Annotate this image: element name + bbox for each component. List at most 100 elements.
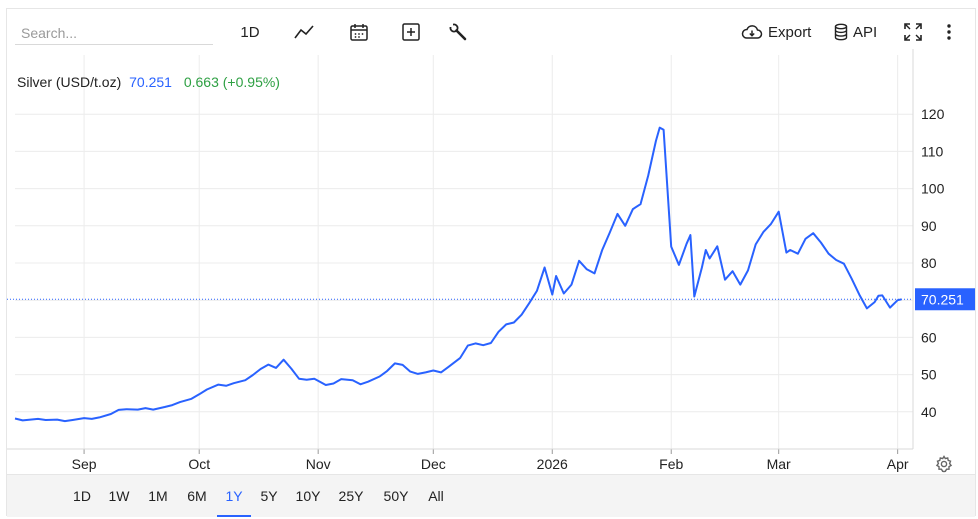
data-point[interactable] bbox=[699, 265, 704, 270]
data-point[interactable] bbox=[43, 418, 48, 423]
data-point[interactable] bbox=[511, 320, 516, 325]
data-point[interactable] bbox=[135, 407, 140, 412]
data-point[interactable] bbox=[600, 248, 605, 253]
data-point[interactable] bbox=[458, 355, 463, 360]
data-point[interactable] bbox=[143, 406, 148, 411]
api-button[interactable]: API bbox=[834, 19, 877, 45]
data-point[interactable] bbox=[197, 392, 202, 397]
data-point[interactable] bbox=[776, 209, 781, 214]
data-point[interactable] bbox=[473, 341, 478, 346]
series-line-silver[interactable] bbox=[14, 126, 902, 423]
data-point[interactable] bbox=[400, 362, 405, 367]
data-point[interactable] bbox=[592, 271, 597, 276]
data-point[interactable] bbox=[795, 251, 800, 256]
price-chart[interactable]: 405060708090100110120SepOctNovDec2026Feb… bbox=[7, 49, 975, 474]
data-point[interactable] bbox=[761, 230, 766, 235]
range-option-all[interactable]: All bbox=[428, 488, 444, 504]
data-point[interactable] bbox=[692, 294, 697, 299]
data-point[interactable] bbox=[108, 412, 113, 417]
data-point[interactable] bbox=[350, 378, 355, 383]
more-menu-button[interactable] bbox=[939, 19, 959, 45]
chart-type-button[interactable] bbox=[290, 19, 318, 45]
data-point[interactable] bbox=[723, 277, 728, 282]
range-option-1w[interactable]: 1W bbox=[108, 488, 130, 504]
data-point[interactable] bbox=[841, 261, 846, 266]
range-option-10y[interactable]: 10Y bbox=[295, 488, 321, 504]
data-point[interactable] bbox=[707, 256, 712, 261]
data-point[interactable] bbox=[170, 403, 175, 408]
data-point[interactable] bbox=[542, 265, 547, 270]
range-option-1m[interactable]: 1M bbox=[148, 488, 168, 504]
data-point[interactable] bbox=[577, 258, 582, 263]
data-point[interactable] bbox=[872, 300, 877, 305]
data-point[interactable] bbox=[803, 236, 808, 241]
data-point[interactable] bbox=[684, 241, 689, 246]
data-point[interactable] bbox=[331, 381, 336, 386]
data-point[interactable] bbox=[70, 418, 75, 423]
data-point[interactable] bbox=[527, 301, 532, 306]
data-point[interactable] bbox=[28, 417, 33, 422]
data-point[interactable] bbox=[899, 297, 904, 302]
data-point[interactable] bbox=[162, 405, 167, 410]
data-point[interactable] bbox=[826, 251, 831, 256]
data-point[interactable] bbox=[178, 400, 183, 405]
range-option-5y[interactable]: 5Y bbox=[260, 488, 278, 504]
interval-button[interactable]: 1D bbox=[235, 19, 265, 45]
data-point[interactable] bbox=[312, 376, 317, 381]
data-point[interactable] bbox=[661, 127, 666, 132]
data-point[interactable] bbox=[431, 368, 436, 373]
data-point[interactable] bbox=[204, 387, 209, 392]
data-point[interactable] bbox=[849, 276, 854, 281]
data-point[interactable] bbox=[519, 312, 524, 317]
data-point[interactable] bbox=[496, 329, 501, 334]
data-point[interactable] bbox=[243, 378, 248, 383]
range-option-25y[interactable]: 25Y bbox=[338, 488, 364, 504]
data-point[interactable] bbox=[82, 416, 87, 421]
data-point[interactable] bbox=[834, 258, 839, 263]
data-point[interactable] bbox=[258, 367, 263, 372]
data-point[interactable] bbox=[630, 207, 635, 212]
data-point[interactable] bbox=[151, 407, 156, 412]
data-point[interactable] bbox=[646, 173, 651, 178]
export-button[interactable]: Export bbox=[741, 19, 811, 45]
data-point[interactable] bbox=[569, 282, 574, 287]
data-point[interactable] bbox=[864, 306, 869, 311]
data-point[interactable] bbox=[36, 416, 41, 421]
data-point[interactable] bbox=[465, 343, 470, 348]
data-point[interactable] bbox=[730, 269, 735, 274]
range-option-6m[interactable]: 6M bbox=[187, 488, 207, 504]
data-point[interactable] bbox=[715, 244, 720, 249]
fullscreen-button[interactable] bbox=[901, 19, 925, 45]
search-input[interactable] bbox=[15, 21, 213, 45]
data-point[interactable] bbox=[281, 357, 286, 362]
data-point[interactable] bbox=[446, 364, 451, 369]
data-point[interactable] bbox=[584, 267, 589, 272]
data-point[interactable] bbox=[638, 202, 643, 207]
data-point[interactable] bbox=[880, 293, 885, 298]
data-point[interactable] bbox=[811, 231, 816, 236]
data-point[interactable] bbox=[504, 322, 509, 327]
data-point[interactable] bbox=[289, 366, 294, 371]
data-point[interactable] bbox=[703, 248, 708, 253]
data-point[interactable] bbox=[888, 305, 893, 310]
data-point[interactable] bbox=[688, 233, 693, 238]
range-option-1y[interactable]: 1Y bbox=[217, 475, 251, 517]
data-point[interactable] bbox=[561, 291, 566, 296]
data-point[interactable] bbox=[408, 369, 413, 374]
chart-area[interactable]: 405060708090100110120SepOctNovDec2026Feb… bbox=[7, 49, 975, 474]
data-point[interactable] bbox=[231, 381, 236, 386]
data-point[interactable] bbox=[818, 240, 823, 245]
data-point[interactable] bbox=[392, 361, 397, 366]
data-point[interactable] bbox=[623, 223, 628, 228]
data-point[interactable] bbox=[554, 274, 559, 279]
data-point[interactable] bbox=[488, 341, 493, 346]
data-point[interactable] bbox=[304, 377, 309, 382]
data-point[interactable] bbox=[20, 418, 25, 423]
range-option-50y[interactable]: 50Y bbox=[383, 488, 409, 504]
data-point[interactable] bbox=[738, 282, 743, 287]
data-point[interactable] bbox=[615, 211, 620, 216]
data-point[interactable] bbox=[339, 377, 344, 382]
data-point[interactable] bbox=[481, 343, 486, 348]
data-point[interactable] bbox=[653, 139, 658, 144]
data-point[interactable] bbox=[746, 268, 751, 273]
